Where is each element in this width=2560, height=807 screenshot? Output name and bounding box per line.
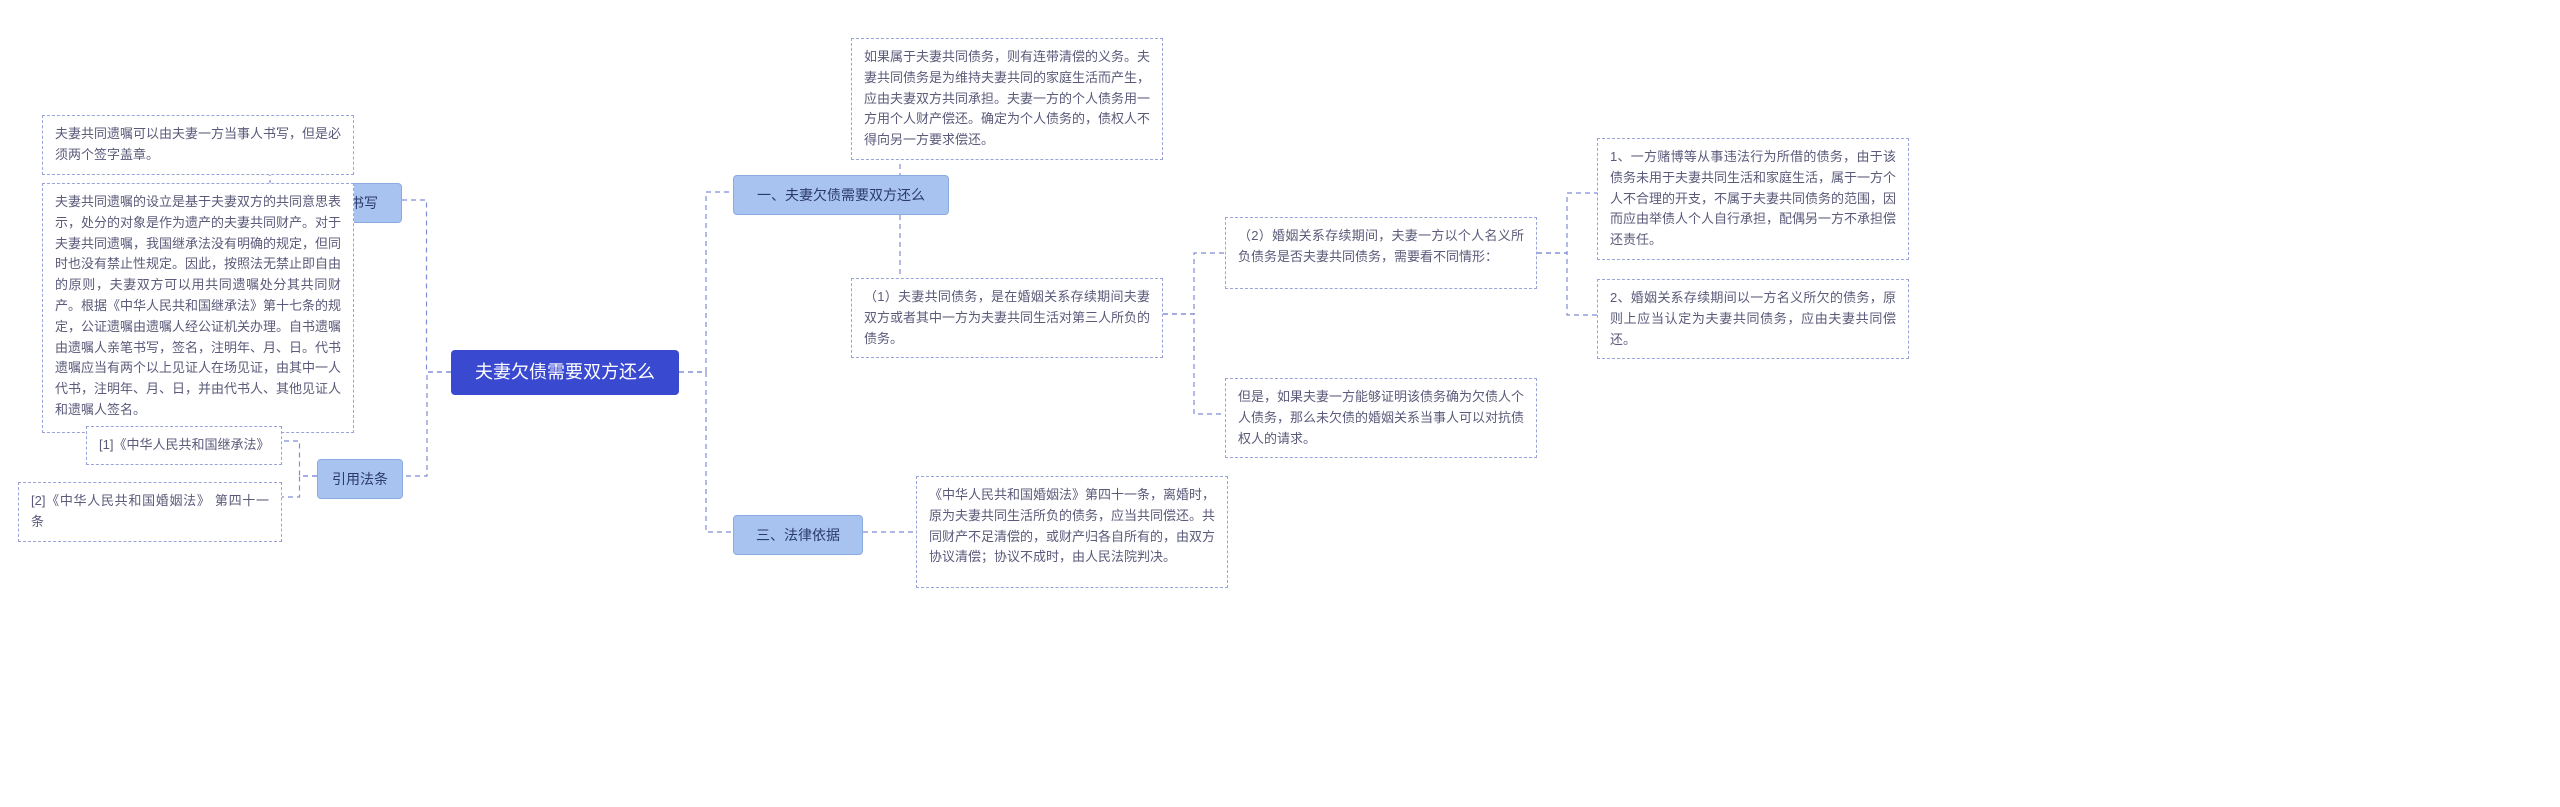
leaf-1b: （1）夫妻共同债务，是在婚姻关系存续期间夫妻双方或者其中一方为夫妻共同生活对第三…: [851, 278, 1163, 358]
leaf-1c2: 2、婚姻关系存续期间以一方名义所欠的债务，原则上应当认定为夫妻共同债务，应由夫妻…: [1597, 279, 1909, 359]
leaf-1d: 但是，如果夫妻一方能够证明该债务确为欠债人个人债务，那么未欠债的婚姻关系当事人可…: [1225, 378, 1537, 458]
branch-1[interactable]: 一、夫妻欠债需要双方还么: [733, 175, 949, 215]
branch-3[interactable]: 三、法律依据: [733, 515, 863, 555]
leaf-4a: [1]《中华人民共和国继承法》: [86, 426, 282, 465]
branch-cite[interactable]: 引用法条: [317, 459, 403, 499]
leaf-1c1: 1、一方赌博等从事违法行为所借的债务，由于该债务未用于夫妻共同生活和家庭生活，属…: [1597, 138, 1909, 260]
leaf-1a: 如果属于夫妻共同债务，则有连带清偿的义务。夫妻共同债务是为维持夫妻共同的家庭生活…: [851, 38, 1163, 160]
leaf-2a: 夫妻共同遗嘱可以由夫妻一方当事人书写，但是必须两个签字盖章。: [42, 115, 354, 175]
root-node[interactable]: 夫妻欠债需要双方还么: [451, 350, 679, 395]
leaf-4b: [2]《中华人民共和国婚姻法》 第四十一条: [18, 482, 282, 542]
leaf-1c: （2）婚姻关系存续期间，夫妻一方以个人名义所负债务是否夫妻共同债务，需要看不同情…: [1225, 217, 1537, 289]
leaf-2b: 夫妻共同遗嘱的设立是基于夫妻双方的共同意思表示，处分的对象是作为遗产的夫妻共同财…: [42, 183, 354, 433]
leaf-3a: 《中华人民共和国婚姻法》第四十一条，离婚时，原为夫妻共同生活所负的债务，应当共同…: [916, 476, 1228, 588]
